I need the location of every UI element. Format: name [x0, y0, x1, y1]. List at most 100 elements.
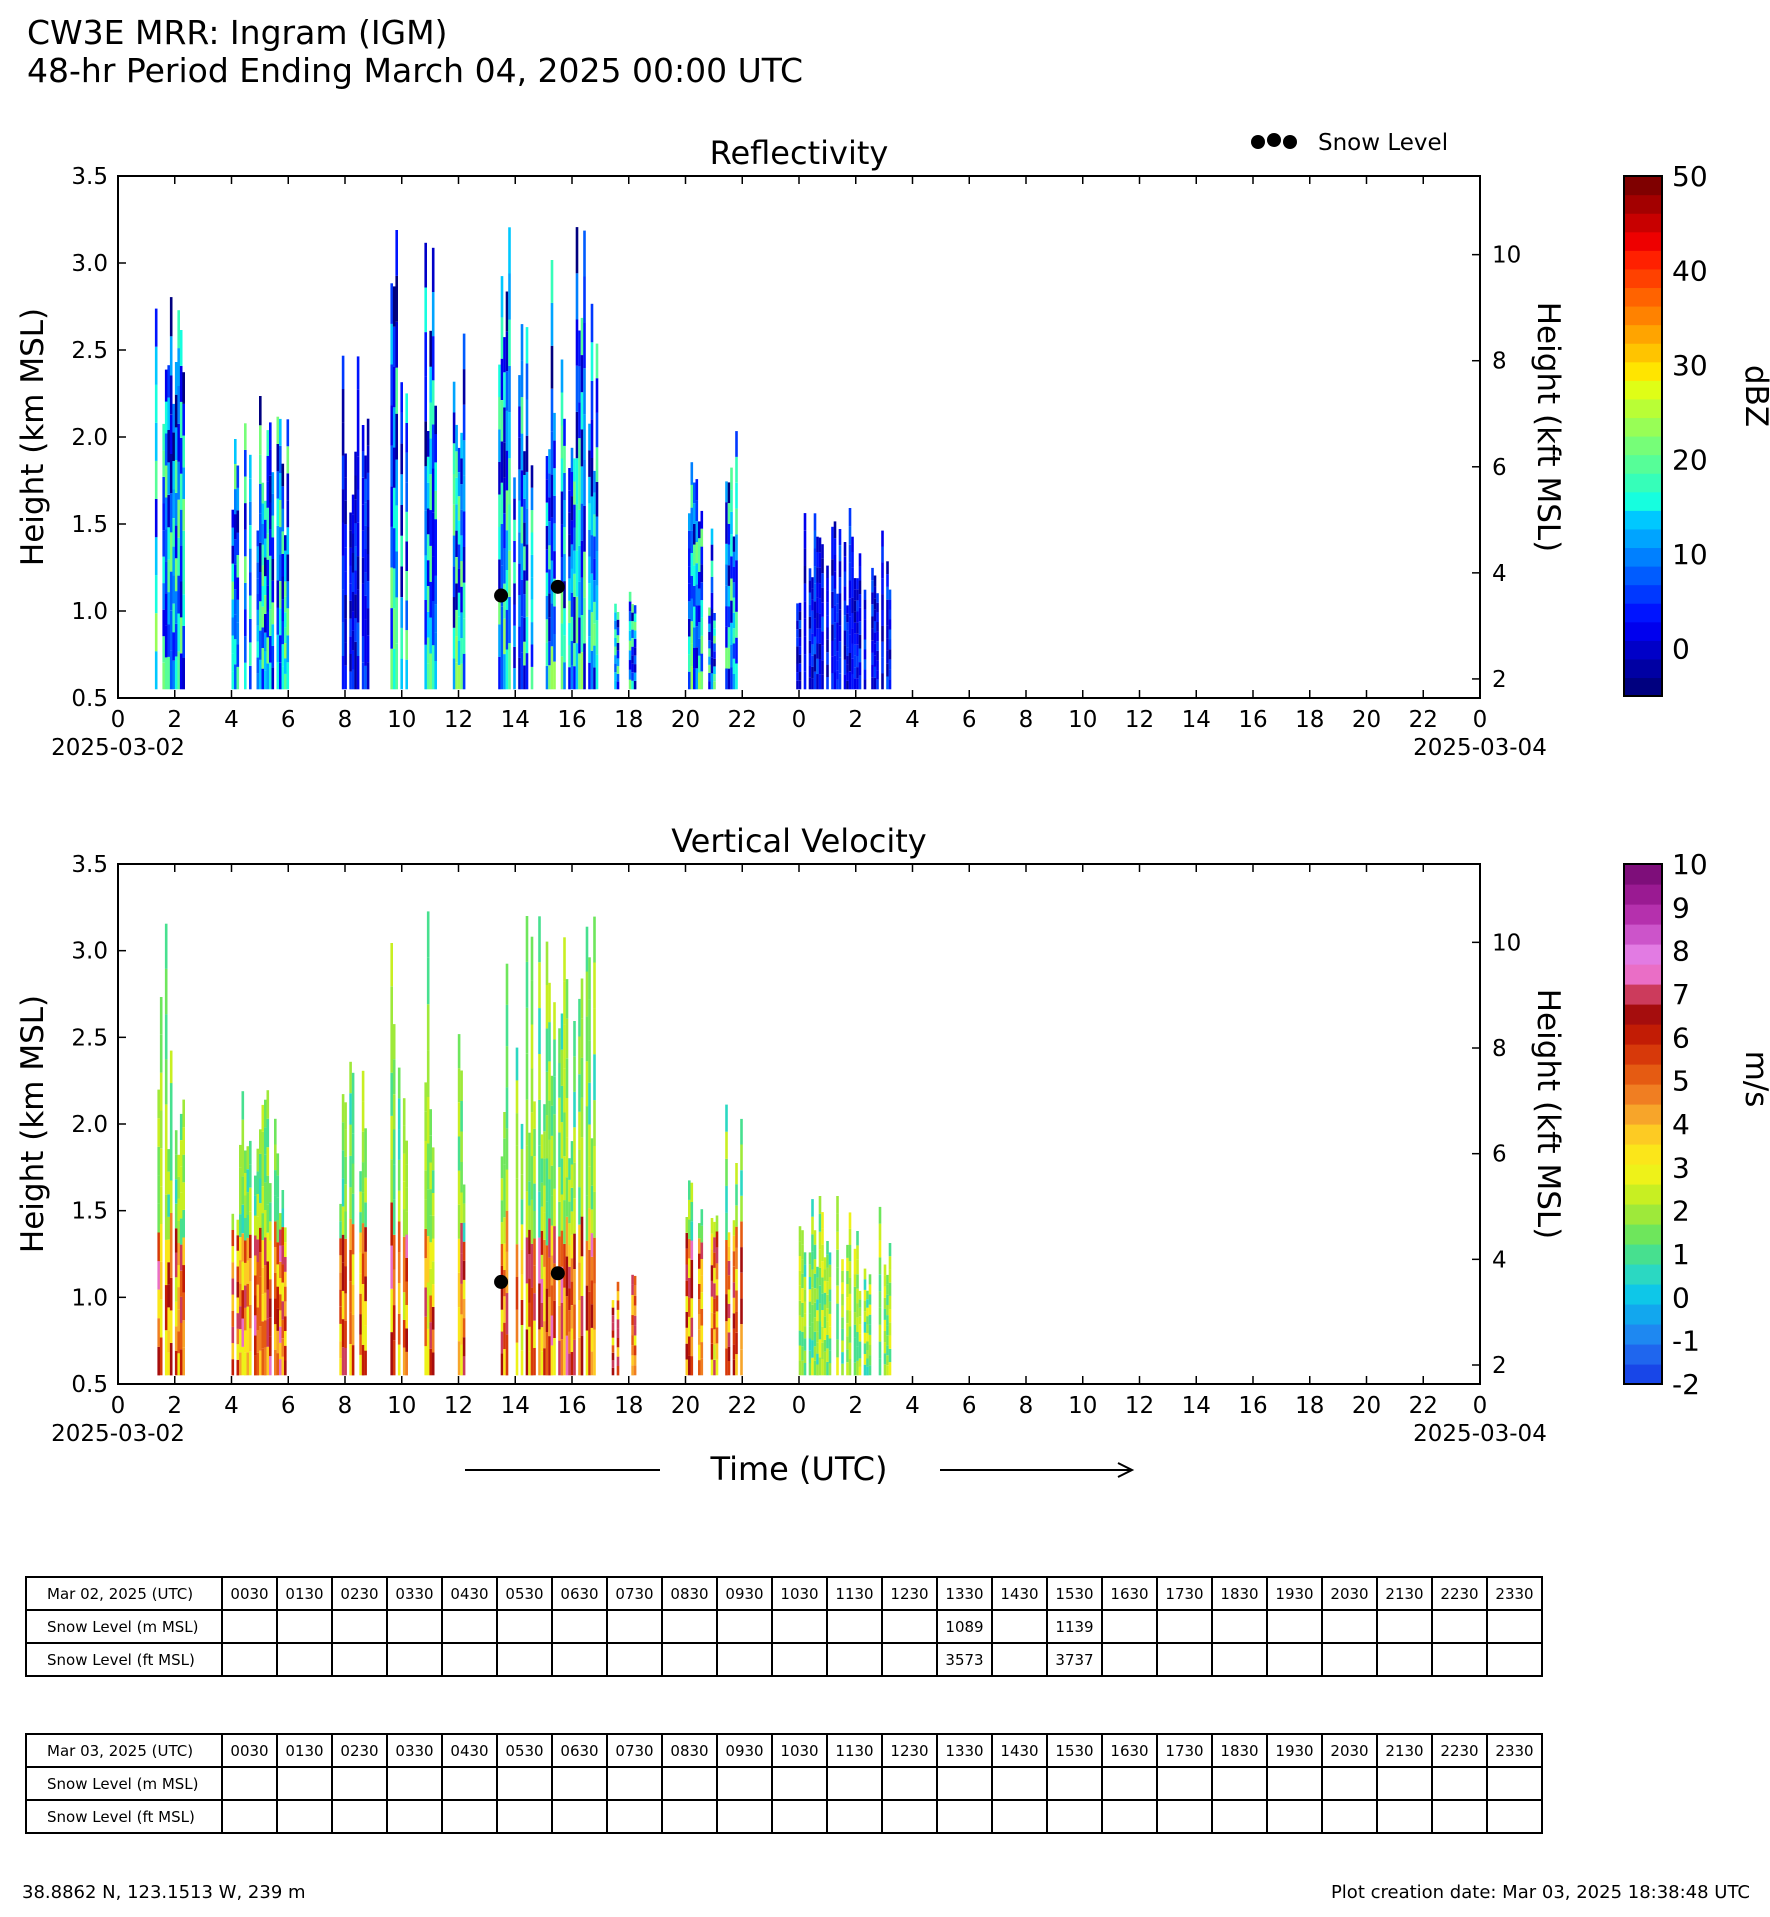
x-tick-label: 6: [281, 1393, 296, 1419]
echo-cell: [883, 1353, 887, 1365]
echo-cell: [611, 1337, 615, 1346]
echo-cell: [588, 556, 591, 584]
echo-cell: [284, 550, 287, 566]
echo-cell: [730, 622, 733, 645]
echo-cell: [457, 1136, 461, 1171]
echo-cell: [821, 544, 824, 559]
echo-cell: [402, 1236, 406, 1265]
echo-cell: [568, 490, 571, 513]
echo-cell: [397, 1159, 401, 1191]
echo-cell: [457, 544, 461, 569]
echo-cell: [735, 1163, 738, 1185]
snow-level-point: [494, 588, 509, 603]
echo-cell: [878, 1274, 882, 1292]
echo-cell: [801, 1302, 804, 1318]
echo-cell: [284, 1271, 287, 1287]
table-time-header: 1630: [1101, 1733, 1158, 1768]
echo-cell: [344, 1156, 347, 1185]
echo-cell: [259, 630, 262, 660]
echo-cell: [818, 567, 822, 584]
echo-cell: [164, 1014, 168, 1060]
echo-cell: [595, 551, 599, 586]
y-tick-label: 3.0: [71, 939, 108, 965]
echo-cell: [164, 1104, 168, 1150]
echo-cell: [503, 654, 506, 690]
echo-cell: [259, 425, 262, 455]
echo-cell: [341, 1291, 345, 1320]
echo-cell: [254, 1235, 257, 1256]
echo-cell: [361, 1253, 365, 1284]
echo-cell: [818, 1303, 822, 1322]
echo-cell: [525, 1329, 529, 1376]
table-time-header: 1730: [1156, 1733, 1213, 1768]
table-cell: [881, 1609, 938, 1644]
table-date-label: Mar 03, 2025 (UTC): [25, 1733, 223, 1768]
echo-cell: [234, 589, 237, 615]
echo-cell: [167, 1239, 170, 1263]
echo-cell: [616, 666, 620, 674]
echo-cell: [826, 615, 829, 628]
echo-cell: [740, 1195, 743, 1222]
echo-cell: [276, 553, 280, 581]
table-row: Snow Level (m MSL): [25, 1766, 1543, 1801]
echo-cell: [836, 1249, 839, 1268]
echo-cell: [392, 608, 396, 649]
echo-cell: [364, 525, 367, 549]
echo-cell: [364, 572, 367, 596]
echo-cell: [548, 617, 551, 642]
echo-cell: [523, 570, 526, 595]
echo-cell: [264, 613, 267, 633]
echo-cell: [735, 1311, 738, 1333]
table-cell: [771, 1609, 828, 1644]
colorbar-swatch: [1624, 473, 1662, 493]
echo-cell: [843, 571, 847, 587]
echo-cell: [281, 1208, 285, 1227]
echo-cell: [543, 1321, 546, 1349]
echo-cell: [831, 526, 834, 544]
echo-cell: [402, 1319, 406, 1348]
echo-cell: [570, 496, 574, 521]
echo-cell: [172, 660, 175, 690]
echo-cell: [169, 493, 173, 533]
table-time-header: 1730: [1156, 1576, 1213, 1611]
colorbar-swatch: [1624, 984, 1662, 1005]
table-cell: [826, 1609, 883, 1644]
echo-cell: [426, 1189, 430, 1237]
echo-cell: [518, 469, 521, 501]
echo-cell: [866, 1358, 869, 1367]
table-row: Snow Level (ft MSL) 3573 3737: [25, 1642, 1543, 1677]
echo-cell: [690, 1279, 694, 1299]
echo-cell: [286, 608, 290, 636]
echo-cell: [276, 1353, 280, 1376]
echo-cell: [361, 583, 365, 610]
echo-cell: [808, 580, 812, 593]
echo-cell: [631, 612, 634, 622]
echo-cell: [513, 562, 516, 584]
echo-cell: [713, 1237, 716, 1253]
colorbar-swatch: [1624, 1364, 1662, 1385]
echo-cell: [848, 671, 852, 690]
echo-cell: [431, 1215, 435, 1239]
echo-cell: [339, 1203, 342, 1221]
echo-cell: [505, 570, 509, 610]
echo-cell: [276, 498, 280, 526]
echo-cell: [261, 1186, 265, 1214]
echo-cell: [631, 663, 634, 673]
echo-cell: [538, 1008, 541, 1054]
echo-cell: [264, 595, 267, 614]
echo-cell: [286, 527, 290, 555]
echo-cell: [570, 1164, 574, 1188]
echo-cell: [866, 1290, 869, 1300]
end-date-label: 2025-03-04: [1413, 1421, 1547, 1447]
echo-cell: [530, 1287, 534, 1332]
colorbar-swatch: [1624, 231, 1662, 251]
echo-cell: [550, 560, 554, 604]
echo-cell: [261, 1321, 265, 1349]
echo-cell: [560, 1049, 564, 1086]
echo-cell: [460, 1314, 463, 1345]
echo-cell: [286, 473, 290, 501]
echo-cell: [713, 643, 716, 652]
echo-cell: [798, 1241, 802, 1256]
echo-cell: [508, 319, 511, 366]
echo-cell: [264, 1265, 267, 1293]
